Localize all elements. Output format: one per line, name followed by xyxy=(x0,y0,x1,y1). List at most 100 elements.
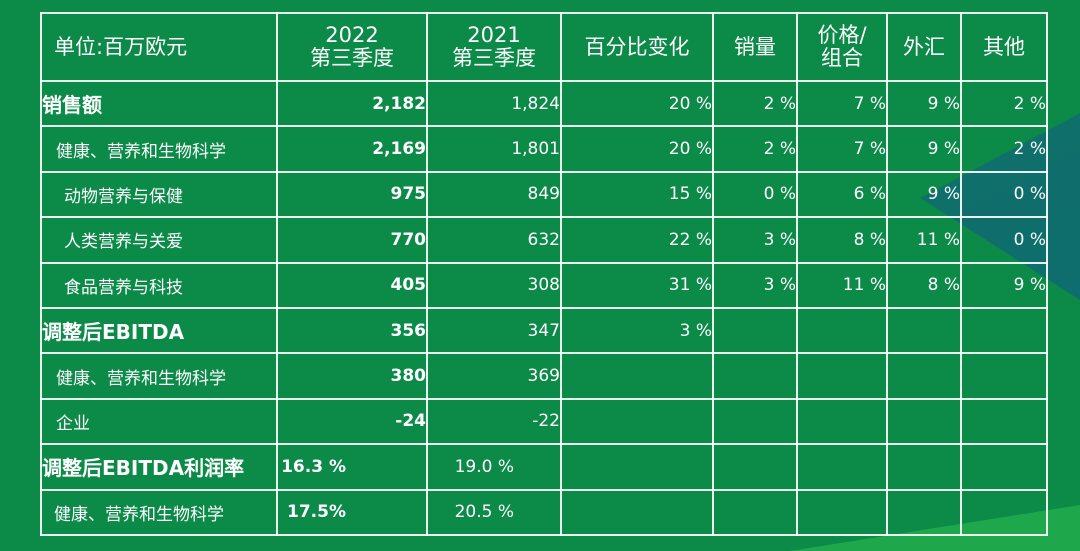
cell-fx xyxy=(886,306,962,355)
cell-volume: 3 % xyxy=(712,216,798,264)
row-label: 调整后EBITDA利润率 xyxy=(40,443,278,491)
cell-2022: 2,182 xyxy=(276,79,428,128)
table-row: 调整后EBITDA利润率 16.3 % 19.0 % xyxy=(40,443,1048,491)
cell-other xyxy=(960,443,1048,491)
cell-volume: 2 % xyxy=(712,79,798,128)
cell-2022: 405 xyxy=(276,261,428,309)
cell-2021: 19.0 % xyxy=(426,443,562,491)
header-2021: 2021 第三季度 xyxy=(426,12,562,82)
cell-2022: 356 xyxy=(276,306,428,355)
cell-2022: 975 xyxy=(276,170,428,219)
header-2021-year: 2021 xyxy=(467,23,521,47)
cell-pct: 20 % xyxy=(560,79,714,128)
cell-volume xyxy=(712,488,798,537)
cell-2022: 2,169 xyxy=(276,125,428,173)
cell-2021: 849 xyxy=(426,170,562,219)
header-unit: 单位:百万欧元 xyxy=(40,12,278,82)
cell-other: 2 % xyxy=(960,79,1048,128)
cell-price: 11 % xyxy=(796,261,888,309)
table-row: 销售额 2,182 1,824 20 % 2 % 7 % 9 % 2 % xyxy=(40,79,1048,128)
cell-price: 8 % xyxy=(796,216,888,264)
cell-fx xyxy=(886,488,962,537)
cell-pct: 31 % xyxy=(560,261,714,309)
cell-fx: 9 % xyxy=(886,79,962,128)
cell-volume xyxy=(712,306,798,355)
cell-other: 0 % xyxy=(960,216,1048,264)
cell-2021: 369 xyxy=(426,352,562,400)
row-label: 企业 xyxy=(40,397,278,446)
cell-volume: 3 % xyxy=(712,261,798,309)
header-price-mix: 价格/组合 xyxy=(796,12,888,82)
cell-other xyxy=(960,488,1048,537)
cell-2021: 1,824 xyxy=(426,79,562,128)
table-row: 动物营养与保健 975 849 15 % 0 % 6 % 9 % 0 % xyxy=(40,170,1048,219)
cell-fx xyxy=(886,352,962,400)
cell-fx xyxy=(886,443,962,491)
financial-table: 单位:百万欧元 2022 第三季度 2021 第三季度 百分比变化 销量 价格/组合… xyxy=(40,12,1048,537)
row-label: 健康、营养和生物科学 xyxy=(40,352,278,400)
header-2022-quarter: 第三季度 xyxy=(310,46,394,70)
cell-volume xyxy=(712,397,798,446)
cell-fx xyxy=(886,397,962,446)
cell-volume: 0 % xyxy=(712,170,798,219)
cell-volume xyxy=(712,352,798,400)
header-fx: 外汇 xyxy=(886,12,962,82)
cell-2022: -24 xyxy=(276,397,428,446)
cell-fx: 8 % xyxy=(886,261,962,309)
cell-2022: 380 xyxy=(276,352,428,400)
cell-2021: -22 xyxy=(426,397,562,446)
cell-pct: 20 % xyxy=(560,125,714,173)
row-label: 食品营养与科技 xyxy=(40,261,278,309)
header-price-a: 价格/ xyxy=(817,23,867,47)
row-label: 销售额 xyxy=(40,79,278,128)
cell-fx: 9 % xyxy=(886,125,962,173)
header-2021-quarter: 第三季度 xyxy=(452,46,536,70)
cell-2021: 347 xyxy=(426,306,562,355)
cell-volume xyxy=(712,443,798,491)
table-row: 企业 -24 -22 xyxy=(40,397,1048,446)
table-row: 人类营养与关爱 770 632 22 % 3 % 8 % 11 % 0 % xyxy=(40,216,1048,264)
cell-pct: 22 % xyxy=(560,216,714,264)
cell-other xyxy=(960,306,1048,355)
cell-pct xyxy=(560,488,714,537)
cell-pct xyxy=(560,397,714,446)
cell-fx: 9 % xyxy=(886,170,962,219)
table-row: 健康、营养和生物科学 2,169 1,801 20 % 2 % 7 % 9 % … xyxy=(40,125,1048,173)
table-row: 食品营养与科技 405 308 31 % 3 % 11 % 8 % 9 % xyxy=(40,261,1048,309)
cell-price xyxy=(796,397,888,446)
cell-price: 7 % xyxy=(796,79,888,128)
cell-other xyxy=(960,352,1048,400)
cell-price: 7 % xyxy=(796,125,888,173)
cell-price xyxy=(796,306,888,355)
cell-2022: 17.5% xyxy=(276,488,428,537)
cell-volume: 2 % xyxy=(712,125,798,173)
row-label: 动物营养与保健 xyxy=(40,170,278,219)
header-pct-change: 百分比变化 xyxy=(560,12,714,82)
row-label: 调整后EBITDA xyxy=(40,306,278,355)
header-volume: 销量 xyxy=(712,12,798,82)
cell-other: 0 % xyxy=(960,170,1048,219)
row-label: 人类营养与关爱 xyxy=(40,216,278,264)
cell-price xyxy=(796,352,888,400)
cell-2021: 632 xyxy=(426,216,562,264)
header-other: 其他 xyxy=(960,12,1048,82)
cell-pct xyxy=(560,443,714,491)
cell-2022: 16.3 % xyxy=(276,443,428,491)
row-label: 健康、营养和生物科学 xyxy=(40,488,278,537)
table-row: 健康、营养和生物科学 17.5% 20.5 % xyxy=(40,488,1048,537)
table-row: 调整后EBITDA 356 347 3 % xyxy=(40,306,1048,355)
row-label: 健康、营养和生物科学 xyxy=(40,125,278,173)
cell-other: 2 % xyxy=(960,125,1048,173)
header-2022: 2022 第三季度 xyxy=(276,12,428,82)
cell-price: 6 % xyxy=(796,170,888,219)
header-2022-year: 2022 xyxy=(325,23,379,47)
header-price-b: 组合 xyxy=(821,46,863,70)
cell-2021: 1,801 xyxy=(426,125,562,173)
cell-other xyxy=(960,397,1048,446)
cell-pct: 3 % xyxy=(560,306,714,355)
cell-pct xyxy=(560,352,714,400)
cell-2021: 308 xyxy=(426,261,562,309)
cell-2021: 20.5 % xyxy=(426,488,562,537)
cell-price xyxy=(796,443,888,491)
cell-fx: 11 % xyxy=(886,216,962,264)
